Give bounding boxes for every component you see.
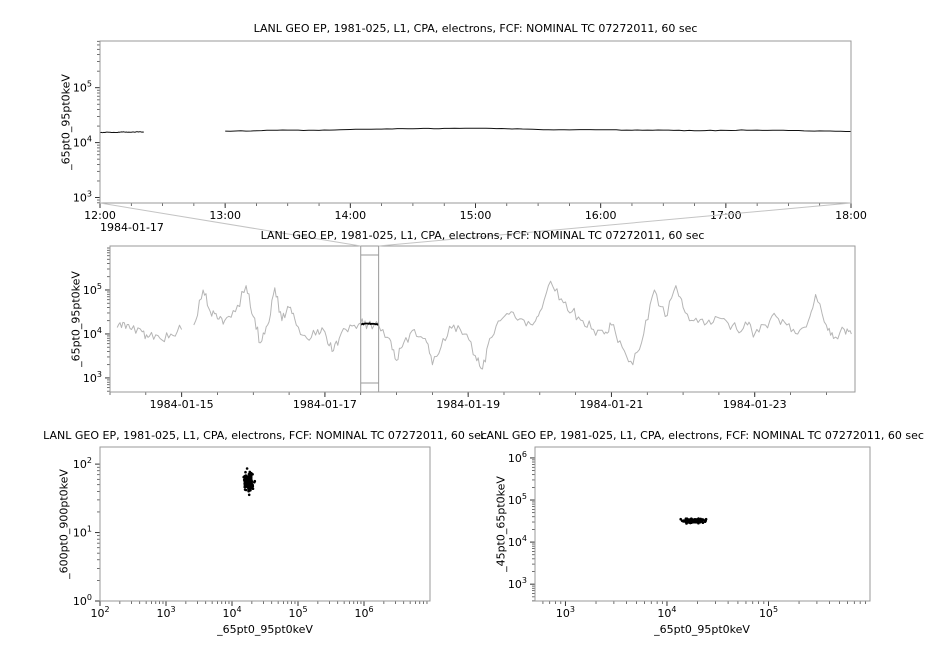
- scatter-points: [679, 517, 708, 525]
- tick-label: 13:00: [209, 209, 241, 222]
- plot-frame: [99, 446, 431, 602]
- series-_65pt0_95pt0keV: [100, 127, 851, 134]
- y-axis[interactable]: 103 104 105 106: [508, 450, 535, 602]
- plot-scatter-right: 103 104 105 106 103 104 105: [508, 446, 871, 620]
- plot-frame: [109, 245, 856, 393]
- tick-label: 1984-01-21: [579, 398, 643, 411]
- tick-label: 103: [156, 605, 175, 620]
- tick-label: 104: [83, 326, 102, 341]
- tick-label: 103: [508, 576, 527, 591]
- tick-label: 105: [288, 605, 307, 620]
- tick-label: 103: [556, 605, 575, 620]
- plot-frame: [534, 446, 871, 602]
- tick-label: 104: [222, 605, 241, 620]
- series-context-gray: [116, 280, 852, 370]
- tick-label: 106: [354, 605, 373, 620]
- tick-label: 1984-01-23: [723, 398, 787, 411]
- tick-label: 103: [83, 370, 102, 385]
- tick-label: 104: [508, 534, 527, 549]
- y-axis[interactable]: 103 104 105: [83, 247, 110, 392]
- x-axis[interactable]: 1984-01-15 1984-01-17 1984-01-19 1984-01-21…: [109, 392, 827, 411]
- x-axis[interactable]: 102 103 104 105 106: [90, 601, 428, 620]
- scatter-points: [242, 467, 257, 497]
- tick-label: 14:00: [334, 209, 366, 222]
- tick-label: 100: [73, 593, 92, 608]
- y-axis[interactable]: 100 101 102: [73, 456, 100, 608]
- tick-label: 105: [759, 605, 778, 620]
- tick-label: 18:00: [835, 209, 867, 222]
- plot-area-scatter-right[interactable]: [535, 447, 870, 601]
- tick-label: 103: [73, 190, 92, 205]
- tick-label: 16:00: [585, 209, 617, 222]
- tick-label: 105: [83, 282, 102, 297]
- tick-label: 104: [73, 135, 92, 150]
- tick-label: 1984-01-17: [293, 398, 357, 411]
- series-selected-interval-black: [360, 322, 379, 326]
- x-axis[interactable]: 12:00 13:00 14:00 15:00 16:00 17:00 18:00: [84, 203, 867, 222]
- tick-label: 104: [657, 605, 676, 620]
- tick-label: 1984-01-19: [436, 398, 500, 411]
- tick-label: 17:00: [710, 209, 742, 222]
- plot-scatter-left: 100 101 102 102 103 104 105 106: [73, 446, 431, 620]
- tick-label: 1984-01-15: [150, 398, 214, 411]
- zoom-selection-box[interactable]: [360, 246, 380, 392]
- tick-label: 15:00: [460, 209, 492, 222]
- plot-area-top-timeseries[interactable]: [100, 41, 851, 203]
- tick-label: 106: [508, 450, 527, 465]
- tick-label: 102: [73, 456, 92, 471]
- tick-label: 102: [90, 605, 109, 620]
- tick-label: 105: [508, 492, 527, 507]
- plot-frame: [99, 40, 852, 204]
- tick-label: 101: [73, 525, 92, 540]
- plot-area-scatter-left[interactable]: [100, 447, 430, 601]
- tick-label: 12:00: [84, 209, 116, 222]
- zoom-connector-lines: [99, 202, 852, 247]
- tick-label: 105: [73, 80, 92, 95]
- y-axis[interactable]: 103 104 105: [73, 40, 100, 205]
- x-axis[interactable]: 103 104 105: [542, 601, 866, 620]
